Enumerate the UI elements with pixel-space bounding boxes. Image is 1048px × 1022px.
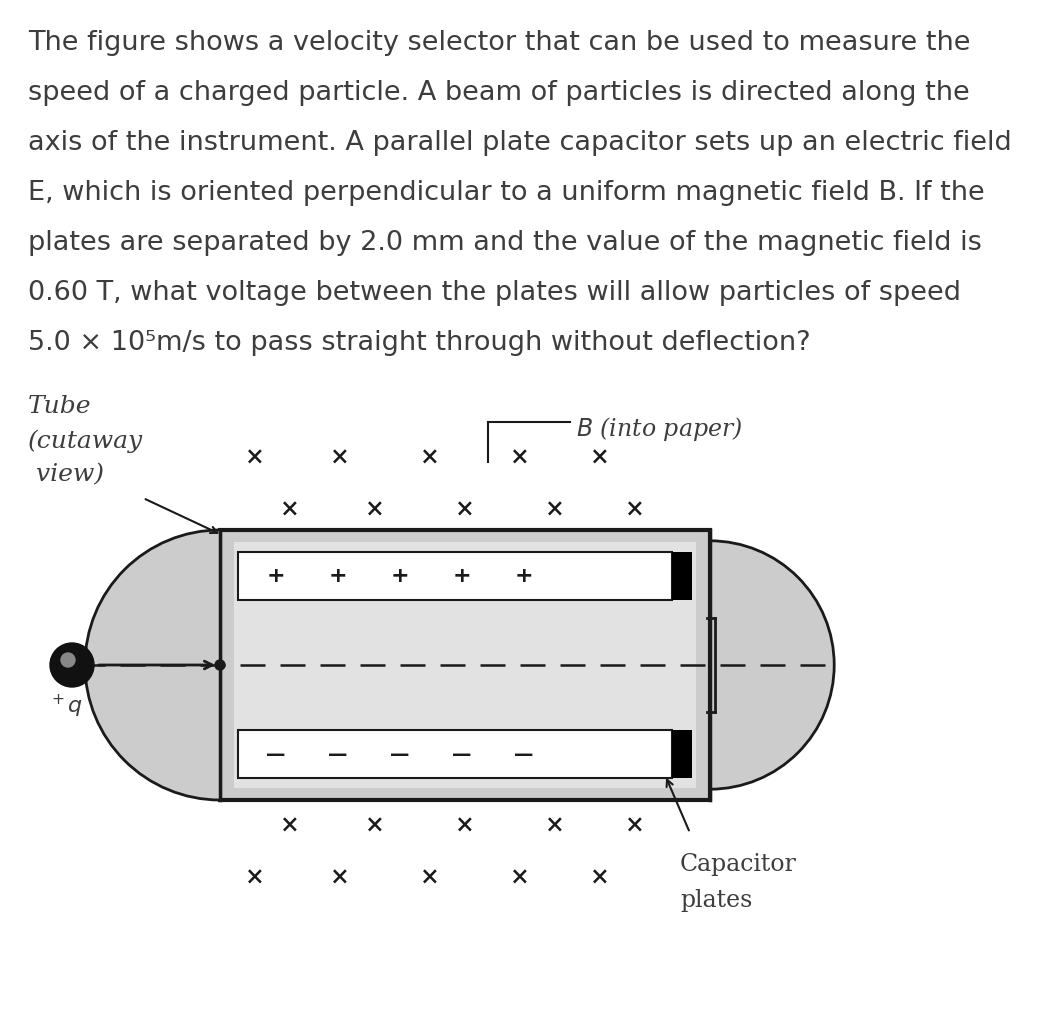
Bar	[238, 730, 672, 778]
Text: 5.0 × 10⁵m/s to pass straight through without deflection?: 5.0 × 10⁵m/s to pass straight through wi…	[28, 330, 810, 356]
Text: E, which is oriented perpendicular to a uniform magnetic field B. If the: E, which is oriented perpendicular to a …	[28, 180, 985, 206]
Text: $^+q$: $^+q$	[48, 693, 83, 721]
Text: ×: ×	[510, 866, 530, 890]
Text: ×: ×	[365, 814, 385, 838]
Text: ×: ×	[625, 498, 645, 522]
Text: Capacitor: Capacitor	[680, 853, 796, 876]
Bar	[220, 530, 709, 800]
Text: plates are separated by 2.0 mm and the value of the magnetic field is: plates are separated by 2.0 mm and the v…	[28, 230, 982, 256]
Text: ×: ×	[590, 866, 610, 890]
Text: ×: ×	[365, 498, 385, 522]
Text: —: —	[266, 744, 286, 763]
Text: ×: ×	[420, 446, 440, 470]
Polygon shape	[85, 530, 220, 800]
Text: ×: ×	[420, 866, 440, 890]
Text: ×: ×	[280, 498, 300, 522]
Text: (cutaway: (cutaway	[28, 429, 144, 453]
Text: +: +	[515, 566, 533, 586]
Text: $B$ (into paper): $B$ (into paper)	[576, 415, 743, 443]
Text: v: v	[110, 618, 123, 640]
Text: +: +	[329, 566, 347, 586]
Text: ×: ×	[455, 498, 475, 522]
Text: 0.60 T, what voltage between the plates will allow particles of speed: 0.60 T, what voltage between the plates …	[28, 280, 961, 306]
Text: speed of a charged particle. A beam of particles is directed along the: speed of a charged particle. A beam of p…	[28, 80, 969, 106]
Text: +: +	[453, 566, 472, 586]
Text: —: —	[390, 744, 410, 763]
Text: —: —	[515, 744, 533, 763]
Bar	[672, 730, 692, 778]
Text: ×: ×	[545, 814, 565, 838]
Text: —: —	[453, 744, 472, 763]
Text: ×: ×	[245, 446, 265, 470]
Circle shape	[50, 643, 94, 687]
Bar	[672, 552, 692, 600]
Text: +: +	[266, 566, 285, 586]
Bar	[238, 552, 672, 600]
Text: ×: ×	[510, 446, 530, 470]
Text: view): view)	[28, 463, 104, 486]
Text: Tube: Tube	[28, 394, 91, 418]
Text: —: —	[328, 744, 348, 763]
Text: ×: ×	[330, 866, 350, 890]
Text: The figure shows a velocity selector that can be used to measure the: The figure shows a velocity selector tha…	[28, 30, 970, 56]
Text: +: +	[391, 566, 410, 586]
Text: ×: ×	[545, 498, 565, 522]
Text: plates: plates	[680, 889, 752, 912]
Bar	[234, 542, 696, 788]
Text: ×: ×	[280, 814, 300, 838]
Polygon shape	[709, 541, 834, 789]
Text: ×: ×	[245, 866, 265, 890]
Text: ×: ×	[625, 814, 645, 838]
Text: ×: ×	[455, 814, 475, 838]
Circle shape	[61, 653, 75, 667]
Circle shape	[215, 660, 225, 670]
Text: axis of the instrument. A parallel plate capacitor sets up an electric field: axis of the instrument. A parallel plate…	[28, 130, 1011, 156]
Text: ×: ×	[590, 446, 610, 470]
Text: ×: ×	[330, 446, 350, 470]
